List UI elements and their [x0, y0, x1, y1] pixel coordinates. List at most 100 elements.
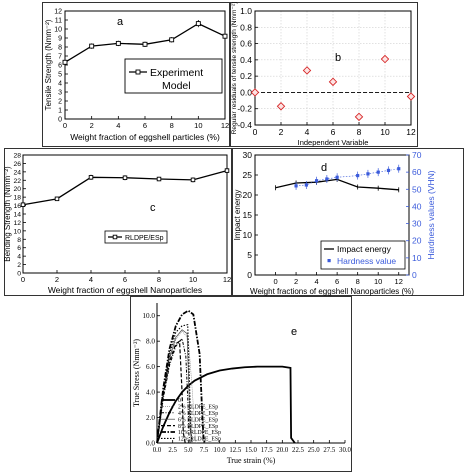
x-tick-label: 25.0: [308, 447, 320, 454]
residual-point: [302, 66, 312, 75]
panel-c: 0 2 4 6 8 10 12 14 16 18 20 22 24 26 28 0 2 4 6 8 10 12 Weight…: [3, 148, 232, 296]
chart-e: 0.02.04.06.08.010.00.0 2.5 5.0 7.5 10.0 12.5 1…: [132, 303, 352, 465]
x-tick-label: 5.0: [184, 447, 193, 454]
y2-tick-label: 40: [412, 201, 422, 211]
y-tick-label: 2.0: [146, 414, 155, 422]
x-tick-label: 10: [194, 121, 202, 130]
x-axis-label: Weight fraction of eggshell particles (%…: [70, 132, 220, 142]
curve-6: [156, 323, 193, 444]
hardness-point: [315, 179, 319, 183]
y2-tick-label: 70: [412, 150, 422, 160]
x-tick-label: 7.5: [200, 447, 209, 454]
legend-label: 12% RLDPE_ESp: [178, 437, 221, 443]
y-tick-label: 12: [13, 220, 21, 227]
data-point: [122, 175, 128, 181]
y-tick-label: 14: [13, 212, 21, 219]
panel-letter: b: [335, 52, 341, 64]
legend-label: 0: [178, 398, 181, 404]
y-axis-label: Regular residuals of tensile strength (N…: [231, 2, 238, 135]
data-point: [54, 196, 60, 202]
panel-letter: a: [117, 16, 124, 28]
hardness-point: [304, 183, 308, 187]
panel-d: 0 5 10 15 20 25 30 0 10 20 30 40 50 60 70 0 2 4 6 8 10 12 Weig…: [232, 148, 464, 296]
curve-1: [156, 330, 197, 444]
y-tick-label: 30: [243, 150, 253, 160]
x-tick-label: 2.5: [168, 447, 177, 454]
hardness-point: [356, 173, 360, 178]
data-point: [224, 168, 230, 173]
x-tick-label: 4: [116, 121, 120, 130]
x-tick-label: 22.5: [292, 447, 304, 454]
y-tick-label: 0.0: [146, 440, 155, 448]
x-tick-label: 15.0: [245, 447, 257, 454]
x-tick-label: 0.0: [153, 447, 162, 454]
y-tick-label: 20: [243, 190, 253, 200]
x-tick-label: 10: [380, 127, 390, 137]
x-tick-label: 12: [221, 121, 229, 130]
x-axis-label: Weight fraction of eggshell Nanoparticle…: [48, 285, 202, 295]
x-axis-label: Independent Variable: [298, 138, 369, 147]
x-tick-label: 0: [63, 121, 67, 130]
x-tick-label: 6: [335, 277, 339, 286]
y-tick-label: 18: [13, 195, 21, 202]
y-axis-label: True Stress (Nmm⁻²): [132, 339, 141, 407]
x-tick-label: 8: [170, 121, 174, 130]
data-point: [190, 177, 196, 183]
chart-d: 0 5 10 15 20 25 30 0 10 20 30 40 50 60 70 0 2 4 6 8 10 12Weig…: [233, 150, 436, 296]
x-tick-label: 12: [406, 127, 416, 137]
x-tick-label: 2: [90, 121, 94, 130]
legend-label-impact: Impact energy: [337, 244, 392, 254]
legend-label: 8% RLDPE_ESp: [178, 424, 218, 430]
y-tick-label: 0.8: [240, 22, 252, 32]
y-tick-label: 2: [58, 99, 62, 106]
legend-label-experiment: Experiment: [150, 67, 203, 79]
x-axis-label: True strain (%): [227, 456, 276, 465]
panel-letter: d: [321, 162, 327, 174]
y-axis-label: Impact energy: [233, 190, 242, 241]
curve-5: [156, 309, 206, 444]
y-tick-label: 22: [13, 178, 21, 185]
legend-label-model: Model: [162, 80, 191, 92]
hardness-point: [325, 177, 329, 181]
y2-tick-label: 50: [412, 184, 422, 194]
y-tick-label: 6.0: [146, 363, 155, 371]
legend-box: [124, 58, 223, 94]
x-tick-label: 10: [374, 277, 382, 286]
x-tick-label: 30.0: [339, 447, 351, 454]
data-point: [169, 37, 175, 43]
y-tick-label: 0: [58, 117, 62, 124]
y2-tick-label: 0: [412, 270, 417, 280]
chart-b: -0.4 -0.2 0.0 0.2 0.4 0.6 0.8 1.0 0 2 4 6 8 10 12 Indep…: [231, 2, 416, 147]
y-tick-label: 10.0: [142, 312, 155, 320]
y-tick-label: 9: [58, 36, 62, 43]
y-tick-label: 0: [17, 271, 21, 278]
hardness-point: [386, 168, 391, 173]
y-tick-label: 4: [58, 81, 62, 88]
y-tick-label: 0.6: [240, 39, 252, 49]
legend-label: 2% RLDPE_ESp: [178, 405, 218, 411]
y-tick-label: 4.0: [146, 389, 155, 397]
x-tick-label: 8: [356, 277, 360, 286]
y-tick-label: 11: [55, 18, 62, 25]
y-tick-label: 6: [58, 63, 62, 70]
residual-point: [406, 92, 416, 101]
y-tick-label: 0.0: [240, 87, 252, 97]
y-tick-label: 0.2: [240, 71, 252, 81]
y-tick-label: 0.4: [240, 55, 252, 65]
x-tick-label: 27.5: [323, 447, 335, 454]
y2-axis-label: Hardness values (VHN): [426, 170, 436, 259]
y-tick-label: 15: [243, 210, 253, 220]
data-point: [156, 176, 162, 182]
y-axis-label: Bending Strength (Nmm⁻²): [3, 166, 12, 262]
hardness-point: [376, 170, 380, 174]
x-tick-label: 20.0: [276, 447, 288, 454]
y-tick-label: 4: [17, 254, 21, 261]
y2-tick-label: 10: [412, 253, 422, 263]
y-tick-label: 16: [13, 203, 21, 210]
y-tick-label: 28: [13, 153, 21, 160]
x-tick-label: 6: [123, 275, 127, 284]
y-tick-label: 5: [247, 250, 252, 260]
y-tick-label: 1.0: [240, 6, 252, 16]
hardness-point: [335, 175, 339, 179]
